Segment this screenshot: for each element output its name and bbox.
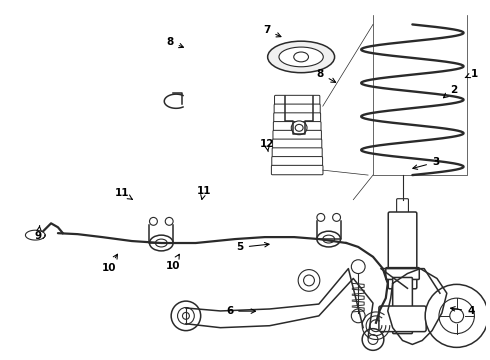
FancyBboxPatch shape <box>272 139 322 148</box>
Circle shape <box>333 213 341 221</box>
Text: 9: 9 <box>35 225 42 241</box>
Ellipse shape <box>177 307 195 324</box>
Ellipse shape <box>317 231 341 247</box>
Ellipse shape <box>182 312 189 319</box>
Circle shape <box>450 309 464 323</box>
FancyBboxPatch shape <box>272 148 322 157</box>
Text: 10: 10 <box>166 254 180 271</box>
Circle shape <box>351 260 365 274</box>
Ellipse shape <box>295 124 303 131</box>
Ellipse shape <box>323 235 335 243</box>
FancyBboxPatch shape <box>396 199 409 215</box>
FancyBboxPatch shape <box>273 130 321 140</box>
Text: 12: 12 <box>260 139 274 152</box>
Ellipse shape <box>171 301 201 330</box>
Circle shape <box>149 217 157 225</box>
Circle shape <box>425 284 488 347</box>
Text: 6: 6 <box>226 306 255 316</box>
Ellipse shape <box>294 52 309 62</box>
FancyBboxPatch shape <box>392 278 413 334</box>
FancyBboxPatch shape <box>274 104 320 113</box>
Ellipse shape <box>291 121 307 135</box>
Text: 4: 4 <box>451 306 474 316</box>
FancyBboxPatch shape <box>272 157 322 166</box>
Circle shape <box>362 329 384 350</box>
Ellipse shape <box>298 270 320 291</box>
FancyBboxPatch shape <box>379 306 426 332</box>
FancyBboxPatch shape <box>274 113 320 122</box>
Text: 2: 2 <box>443 85 457 98</box>
Ellipse shape <box>149 235 173 251</box>
Circle shape <box>317 213 325 221</box>
Circle shape <box>368 334 378 345</box>
FancyBboxPatch shape <box>271 165 323 175</box>
Circle shape <box>165 217 173 225</box>
Text: 8: 8 <box>167 37 183 48</box>
FancyBboxPatch shape <box>386 267 419 279</box>
Text: 11: 11 <box>197 186 211 199</box>
Ellipse shape <box>279 47 323 67</box>
Circle shape <box>351 309 365 323</box>
Text: 8: 8 <box>317 69 336 82</box>
Ellipse shape <box>304 275 315 286</box>
Ellipse shape <box>268 41 335 73</box>
FancyBboxPatch shape <box>273 122 321 131</box>
Text: 5: 5 <box>237 242 269 252</box>
Ellipse shape <box>155 239 167 247</box>
Text: 1: 1 <box>465 69 478 79</box>
Text: 3: 3 <box>413 157 439 169</box>
FancyBboxPatch shape <box>388 212 417 289</box>
Text: 11: 11 <box>115 188 132 199</box>
FancyBboxPatch shape <box>274 95 320 105</box>
Text: 7: 7 <box>263 26 281 37</box>
Text: 10: 10 <box>102 254 118 273</box>
Circle shape <box>439 298 474 334</box>
